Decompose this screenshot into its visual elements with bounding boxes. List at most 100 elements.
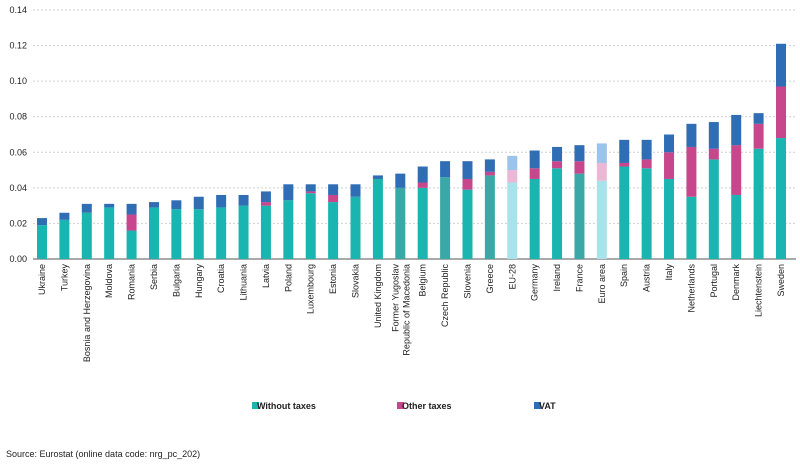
bar-segment-vat xyxy=(462,161,473,179)
legend: Without taxes Other taxes VAT xyxy=(252,401,556,411)
bar-segment-without-taxes xyxy=(81,212,92,259)
bar-segment-other-taxes xyxy=(417,182,428,188)
x-tick-label: Belgium xyxy=(418,264,428,297)
bar-segment-without-taxes xyxy=(619,166,630,259)
x-tick-label: Euro area xyxy=(597,264,607,304)
bar-segment-without-taxes xyxy=(731,194,742,259)
bar-segment-without-taxes xyxy=(708,159,719,259)
x-tick-label: Moldova xyxy=(104,264,114,298)
bar-segment-without-taxes xyxy=(596,180,607,259)
bar-segment-other-taxes xyxy=(574,161,585,174)
bar-segment-without-taxes xyxy=(216,207,227,259)
bar-segment-vat xyxy=(350,184,361,197)
bar-segment-without-taxes xyxy=(171,209,182,259)
x-tick-label: Slovakia xyxy=(351,264,361,298)
bar-segment-vat xyxy=(372,175,383,179)
x-tick-label: Czech Republic xyxy=(440,264,450,328)
bar-segment-without-taxes xyxy=(59,219,70,259)
bar-segment-other-taxes xyxy=(260,202,271,206)
source-note: Source: Eurostat (online data code: nrg_… xyxy=(6,449,201,459)
legend-label: Other taxes xyxy=(402,401,452,411)
bar-segment-vat xyxy=(104,203,115,208)
x-tick-label: Germany xyxy=(530,264,540,302)
legend-swatch xyxy=(252,402,259,409)
x-tick-label: Poland xyxy=(283,264,293,292)
bar-segment-vat xyxy=(81,203,92,213)
bar-segment-without-taxes xyxy=(283,200,294,259)
bar-segment-without-taxes xyxy=(238,205,249,259)
bar-segment-vat xyxy=(59,212,70,220)
stacked-bar-chart: 0.00 0.02 0.04 0.06 0.08 0.10 0.12 0.14 Ukraine… xyxy=(9,5,796,411)
bar-segment-vat xyxy=(574,145,585,162)
x-tick-label: Bulgaria xyxy=(171,264,181,297)
x-tick-label: Italy xyxy=(664,264,674,281)
gridlines xyxy=(33,9,796,260)
x-tick-label: United Kingdom xyxy=(373,264,383,328)
x-tick-label: Lithuania xyxy=(239,264,249,301)
y-tick-label: 0.12 xyxy=(9,41,27,51)
x-tick-label: Croatia xyxy=(216,264,226,293)
bar-segment-vat xyxy=(193,196,204,210)
bar-segment-without-taxes xyxy=(753,148,764,259)
bar-segment-vat xyxy=(596,143,607,163)
y-tick-label: 0.14 xyxy=(9,5,27,15)
x-tick-label: Luxembourg xyxy=(306,264,316,314)
x-tick-label: Netherlands xyxy=(686,264,696,313)
x-tick-label: Latvia xyxy=(261,264,271,288)
bar-segment-other-taxes xyxy=(596,162,607,181)
bar-segment-other-taxes xyxy=(507,170,518,183)
bar-segment-other-taxes xyxy=(484,171,495,176)
bar-segment-vat xyxy=(148,202,159,208)
legend-label: Without taxes xyxy=(257,401,316,411)
bar-segment-vat xyxy=(126,203,137,215)
bar-segment-other-taxes xyxy=(686,146,697,197)
x-tick-label: Bosnia and Herzegovina xyxy=(82,264,92,362)
x-tick-label: Ukraine xyxy=(37,264,47,295)
bar-segment-without-taxes xyxy=(148,207,159,259)
bar-segment-vat xyxy=(37,218,47,226)
bar-segment-vat xyxy=(731,114,742,146)
x-tick-label: Turkey xyxy=(59,264,69,292)
x-tick-label: France xyxy=(574,264,584,292)
bar-segment-without-taxes xyxy=(395,187,406,259)
bar-segment-without-taxes xyxy=(574,173,585,259)
bar-segment-other-taxes xyxy=(305,191,316,194)
bar-segment-other-taxes xyxy=(619,162,630,167)
bar-segment-without-taxes xyxy=(193,209,204,259)
bar-segment-without-taxes xyxy=(686,196,697,259)
bar-segment-other-taxes xyxy=(731,145,742,195)
bar-segment-without-taxes xyxy=(664,178,675,259)
bar-segment-vat xyxy=(507,155,518,171)
bar-segment-other-taxes xyxy=(126,214,137,231)
bar-segment-without-taxes xyxy=(104,207,115,259)
y-tick-label: 0.00 xyxy=(9,254,27,264)
bar-segment-without-taxes xyxy=(372,178,383,259)
y-tick-label: 0.10 xyxy=(9,76,27,86)
x-tick-label: Denmark xyxy=(731,264,741,301)
x-tick-label: Sweden xyxy=(776,264,786,297)
bar-segment-vat xyxy=(753,113,764,124)
bar-segment-without-taxes xyxy=(484,175,495,259)
bar-segment-vat xyxy=(664,134,675,153)
bar-segment-other-taxes xyxy=(776,86,786,139)
bar-segment-vat xyxy=(484,159,495,172)
bar-segment-other-taxes xyxy=(753,123,764,149)
x-tick-label: Former YugoslavRepublic of Macedonia xyxy=(390,264,411,356)
bar-segment-vat xyxy=(305,184,316,192)
bar-segment-vat xyxy=(440,161,451,178)
bar-segment-without-taxes xyxy=(776,138,786,259)
y-tick-label: 0.02 xyxy=(9,218,27,228)
x-tick-label: Spain xyxy=(619,264,629,287)
x-tick-label: Austria xyxy=(642,264,652,292)
bar-segment-vat xyxy=(260,191,271,203)
bar-segment-vat xyxy=(283,184,294,201)
bar-segment-vat xyxy=(686,123,697,147)
bar-segment-other-taxes xyxy=(641,159,652,169)
y-tick-label: 0.04 xyxy=(9,183,27,193)
legend-swatch xyxy=(397,402,404,409)
bar-segment-without-taxes xyxy=(552,168,563,259)
x-tick-label: EU-28 xyxy=(507,264,517,290)
bar-segment-vat xyxy=(708,122,719,149)
bar-segment-other-taxes xyxy=(529,168,540,179)
bar-segment-without-taxes xyxy=(440,177,451,259)
